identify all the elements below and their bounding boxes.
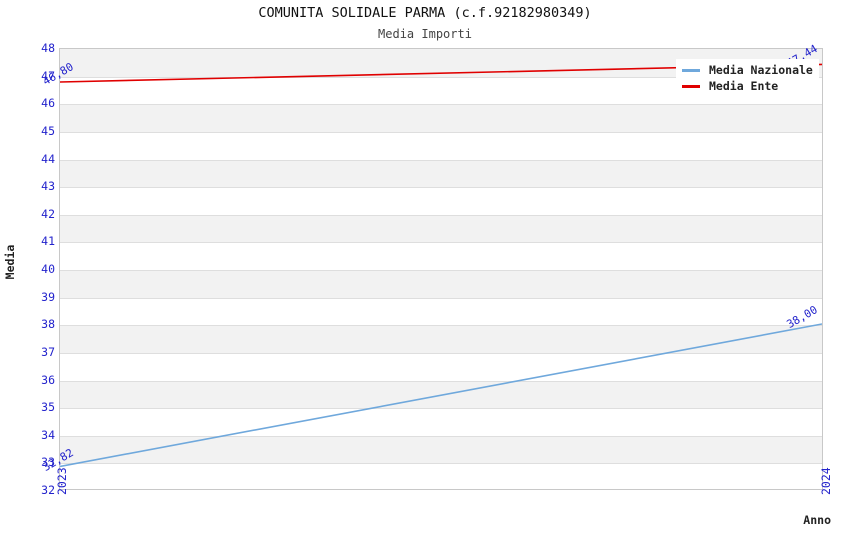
y-axis-tick-label: 41 <box>41 234 55 249</box>
plot-band <box>60 159 822 188</box>
y-axis-tick-label: 32 <box>41 483 55 497</box>
y-axis-tick-label: 45 <box>41 123 55 138</box>
legend-item-media-nazionale[interactable]: Media Nazionale <box>682 62 813 78</box>
y-axis-tick-label: 34 <box>41 427 55 442</box>
grid-line <box>60 104 822 105</box>
y-axis-tick-label: 33 <box>41 455 55 470</box>
plot-band <box>60 435 822 464</box>
y-axis-tick-label: 39 <box>41 289 55 304</box>
grid-line <box>60 353 822 354</box>
legend-item-label: Media Ente <box>709 79 779 93</box>
grid-line <box>60 436 822 437</box>
x-axis-tick-label: 2024 <box>819 467 833 495</box>
plot-band <box>60 214 822 243</box>
grid-line <box>60 408 822 409</box>
y-axis-tick-labels: 32 33 34 35 36 37 38 39 40 41 42 43 44 45 46 47 48 <box>0 42 55 496</box>
series-lines <box>60 63 822 468</box>
series-line <box>60 323 822 468</box>
grid-line <box>60 132 822 133</box>
grid-line <box>60 381 822 382</box>
y-axis-tick-label: 36 <box>41 372 55 387</box>
legend-item-media-ente[interactable]: Media Ente <box>682 78 813 94</box>
y-axis-tick-label: 48 <box>41 41 55 55</box>
x-axis-tick-label: 2023 <box>55 467 69 495</box>
grid-line <box>60 298 822 299</box>
chart-title: COMUNITA SOLIDALE PARMA (c.f.92182980349… <box>258 5 592 21</box>
plot-area <box>59 48 823 490</box>
grid-line <box>60 160 822 161</box>
x-axis-title: Anno <box>803 513 831 527</box>
grid-line <box>60 215 822 216</box>
plot-band <box>60 270 822 298</box>
plot-band <box>60 104 822 132</box>
y-axis-tick-label: 44 <box>41 151 55 166</box>
grid-line <box>60 242 822 243</box>
y-axis-tick-label: 40 <box>41 262 55 276</box>
grid-line <box>60 77 822 78</box>
y-axis-tick-label: 47 <box>41 68 55 83</box>
chart-subtitle: Media Importi <box>378 27 472 41</box>
y-axis-tick-label: 46 <box>41 96 55 111</box>
y-axis-tick-label: 43 <box>41 179 55 194</box>
plot-band <box>60 380 822 409</box>
y-axis-tick-label: 42 <box>41 206 55 221</box>
y-axis-tick-label: 35 <box>41 400 55 415</box>
legend-item-label: Media Nazionale <box>709 63 813 77</box>
y-axis-tick-label: 37 <box>41 344 55 359</box>
legend-swatch-icon <box>682 84 700 88</box>
chart-legend: Media Nazionale Media Ente <box>676 59 819 98</box>
grid-line <box>60 187 822 188</box>
grid-line <box>60 463 822 464</box>
y-axis-title: Media <box>3 244 17 280</box>
y-axis-tick-label: 38 <box>41 317 55 332</box>
grid-line <box>60 270 822 271</box>
grid-line <box>60 325 822 326</box>
legend-swatch-icon <box>682 68 700 72</box>
